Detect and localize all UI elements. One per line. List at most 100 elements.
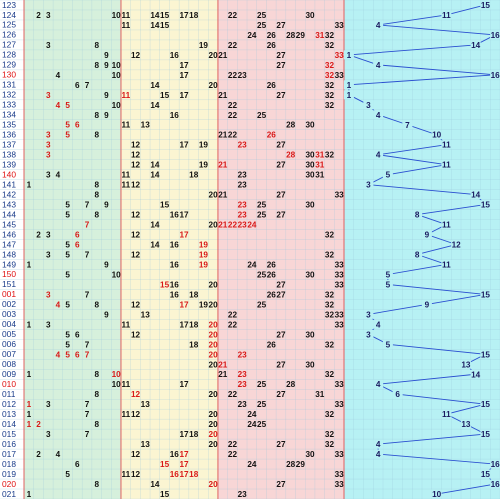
red-ball-number: 16 bbox=[170, 260, 180, 269]
blue-ball-point: 13 bbox=[461, 420, 471, 429]
issue-number: 145 bbox=[2, 219, 16, 229]
red-ball-number: 18 bbox=[189, 290, 199, 299]
red-ball-number: 7 bbox=[85, 290, 90, 299]
red-ball-number: 8 bbox=[94, 111, 99, 120]
red-ball-number-hit: 4 bbox=[56, 350, 61, 359]
red-ball-number: 8 bbox=[94, 61, 99, 70]
red-ball-number: 20 bbox=[209, 440, 219, 449]
red-ball-number: 3 bbox=[46, 430, 51, 439]
blue-point-bg bbox=[490, 70, 500, 80]
red-ball-number: 33 bbox=[335, 400, 345, 409]
red-ball-number: 20 bbox=[209, 420, 219, 429]
red-ball-number: 27 bbox=[276, 211, 286, 220]
blue-ball-point: 15 bbox=[481, 430, 491, 439]
red-ball-number-hit: 22 bbox=[228, 221, 238, 230]
red-ball-number-hit: 3 bbox=[46, 141, 51, 150]
red-ball-number: 29 bbox=[296, 460, 306, 469]
blue-ball-point: 11 bbox=[442, 11, 451, 20]
issue-number: 021 bbox=[2, 489, 16, 499]
red-ball-number-hit: 20 bbox=[209, 430, 219, 439]
red-ball-number: 1 bbox=[27, 260, 32, 269]
red-ball-number-hit: 19 bbox=[199, 260, 209, 269]
red-ball-number: 17 bbox=[179, 91, 189, 100]
red-ball-number-hit: 20 bbox=[209, 340, 219, 349]
red-ball-number-hit: 11 bbox=[121, 91, 130, 100]
blue-point-bg bbox=[363, 309, 374, 319]
red-ball-number: 11 bbox=[121, 380, 130, 389]
issue-number: 139 bbox=[2, 159, 16, 169]
red-ball-number: 12 bbox=[131, 151, 141, 160]
red-ball-number: 11 bbox=[121, 410, 130, 419]
blue-point-bg bbox=[490, 479, 500, 489]
red-ball-number: 30 bbox=[306, 360, 316, 369]
red-ball-number: 16 bbox=[170, 211, 180, 220]
red-ball-number: 32 bbox=[325, 310, 335, 319]
blue-ball-point: 8 bbox=[415, 250, 420, 259]
red-ball-number-hit: 32 bbox=[325, 61, 335, 70]
red-ball-number: 25 bbox=[257, 21, 267, 30]
red-ball-number: 30 bbox=[306, 11, 316, 20]
blue-ball-point: 15 bbox=[481, 350, 491, 359]
red-ball-number: 15 bbox=[160, 91, 170, 100]
red-ball-number: 12 bbox=[131, 300, 141, 309]
issue-number: 010 bbox=[2, 379, 16, 389]
blue-point-bg bbox=[373, 110, 384, 120]
red-ball-number-hit: 3 bbox=[46, 151, 51, 160]
red-ball-number: 30 bbox=[306, 171, 316, 180]
blue-point-bg bbox=[490, 459, 500, 469]
red-ball-number: 25 bbox=[257, 111, 267, 120]
red-ball-number: 15 bbox=[160, 490, 170, 499]
blue-point-bg bbox=[373, 150, 384, 160]
blue-ball-point: 5 bbox=[386, 280, 391, 289]
issue-number: 136 bbox=[2, 130, 16, 140]
red-ball-number-hit: 5 bbox=[65, 101, 70, 110]
red-ball-number: 27 bbox=[276, 290, 286, 299]
red-ball-number: 19 bbox=[199, 161, 209, 170]
issue-number: 003 bbox=[2, 309, 16, 319]
red-ball-number: 26 bbox=[267, 340, 277, 349]
red-ball-number: 10 bbox=[112, 380, 122, 389]
issue-number: 126 bbox=[2, 30, 16, 40]
red-ball-number: 17 bbox=[179, 380, 189, 389]
blue-point-bg bbox=[373, 60, 384, 70]
red-ball-number: 26 bbox=[267, 260, 277, 269]
issue-number: 141 bbox=[2, 179, 16, 189]
red-ball-number-hit: 28 bbox=[286, 151, 296, 160]
red-ball-number: 23 bbox=[238, 171, 248, 180]
blue-ball-point: 15 bbox=[481, 290, 491, 299]
red-ball-number-hit: 5 bbox=[65, 131, 70, 140]
red-ball-number-hit: 4 bbox=[56, 101, 61, 110]
blue-point-bg bbox=[441, 259, 452, 269]
red-ball-number: 11 bbox=[121, 320, 130, 329]
blue-point-bg bbox=[480, 399, 491, 409]
red-ball-number: 32 bbox=[325, 91, 335, 100]
red-ball-number: 14 bbox=[150, 221, 160, 230]
red-ball-number: 28 bbox=[286, 460, 296, 469]
red-ball-number: 16 bbox=[170, 111, 180, 120]
blue-point-bg bbox=[373, 20, 384, 30]
issue-number: 134 bbox=[2, 110, 16, 120]
red-ball-number: 9 bbox=[104, 201, 109, 210]
red-ball-number: 17 bbox=[179, 61, 189, 70]
red-ball-number: 5 bbox=[65, 470, 70, 479]
red-ball-number: 3 bbox=[46, 171, 51, 180]
blue-point-bg bbox=[441, 140, 452, 150]
red-ball-number: 27 bbox=[276, 440, 286, 449]
red-ball-number: 33 bbox=[335, 380, 345, 389]
blue-ball-point: 4 bbox=[376, 61, 381, 70]
red-ball-number: 1 bbox=[27, 490, 32, 499]
red-ball-number: 5 bbox=[65, 270, 70, 279]
blue-ball-point: 10 bbox=[432, 490, 442, 499]
red-ball-number: 5 bbox=[65, 211, 70, 220]
red-ball-number: 27 bbox=[276, 360, 286, 369]
red-ball-number-hit: 26 bbox=[267, 131, 277, 140]
red-ball-number: 5 bbox=[65, 330, 70, 339]
blue-point-bg bbox=[470, 190, 481, 200]
red-ball-number-hit: 7 bbox=[85, 350, 90, 359]
red-ball-number: 33 bbox=[335, 191, 345, 200]
red-ball-number: 22 bbox=[228, 450, 238, 459]
issue-number: 130 bbox=[2, 70, 16, 80]
blue-point-bg bbox=[412, 249, 423, 259]
blue-ball-point: 4 bbox=[376, 380, 381, 389]
red-ball-number: 8 bbox=[94, 131, 99, 140]
